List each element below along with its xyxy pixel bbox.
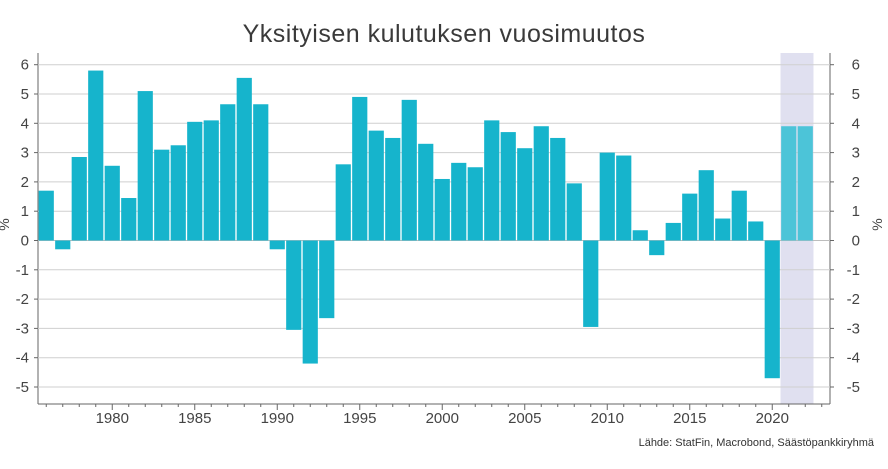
y-tick-label-right: -2 bbox=[847, 291, 860, 308]
y-tick-label-right: 6 bbox=[852, 57, 860, 74]
y-tick-label-right: 3 bbox=[852, 145, 860, 162]
bar-2007 bbox=[550, 137, 566, 241]
bar-2006 bbox=[533, 126, 549, 241]
y-tick-label-left: -2 bbox=[16, 291, 29, 308]
bar-1993 bbox=[319, 240, 335, 319]
bar-1979 bbox=[88, 70, 104, 241]
bar-2020 bbox=[764, 240, 780, 379]
bar-1994 bbox=[335, 164, 351, 241]
bar-1978 bbox=[71, 156, 87, 241]
x-tick-label-2000: 2000 bbox=[426, 410, 459, 427]
bar-1980 bbox=[104, 165, 120, 241]
y-tick-label-right: 2 bbox=[852, 174, 860, 191]
bar-1977 bbox=[55, 240, 71, 250]
bar-1983 bbox=[154, 149, 170, 241]
y-tick-label-left: 0 bbox=[21, 233, 29, 250]
bar-1997 bbox=[385, 137, 401, 241]
y-tick-label-left: 2 bbox=[21, 174, 29, 191]
bar-2002 bbox=[467, 167, 483, 241]
chart-title: Yksityisen kulutuksen vuosimuutos bbox=[242, 20, 646, 48]
bar-1996 bbox=[368, 130, 384, 241]
bar-1992 bbox=[302, 240, 318, 364]
bar-2017 bbox=[715, 218, 731, 241]
bar-1995 bbox=[352, 96, 368, 241]
bar-1990 bbox=[269, 240, 285, 250]
y-tick-label-left: -5 bbox=[16, 379, 29, 396]
bar-2015 bbox=[682, 193, 698, 241]
x-tick-label-2015: 2015 bbox=[673, 410, 706, 427]
bar-1988 bbox=[236, 77, 252, 241]
y-tick-label-right: 1 bbox=[852, 203, 860, 220]
bar-2001 bbox=[451, 162, 467, 241]
bar-2010 bbox=[599, 152, 615, 241]
y-tick-label-right: -4 bbox=[847, 350, 860, 367]
y-axis-label-right: % bbox=[869, 218, 885, 230]
bar-2022 bbox=[797, 126, 813, 241]
x-tick-label-2010: 2010 bbox=[591, 410, 624, 427]
x-tick-label-1990: 1990 bbox=[261, 410, 294, 427]
y-tick-label-left: -4 bbox=[16, 350, 29, 367]
bar-2005 bbox=[517, 148, 533, 241]
y-tick-label-right: -5 bbox=[847, 379, 860, 396]
y-tick-label-right: 5 bbox=[852, 86, 860, 103]
bar-1991 bbox=[286, 240, 302, 330]
x-tick-label-2005: 2005 bbox=[508, 410, 541, 427]
bar-2016 bbox=[698, 170, 714, 241]
bar-1981 bbox=[121, 198, 137, 241]
y-tick-label-left: 6 bbox=[21, 57, 29, 74]
bar-1982 bbox=[137, 91, 153, 241]
y-tick-label-right: -1 bbox=[847, 262, 860, 279]
x-tick-label-1980: 1980 bbox=[96, 410, 129, 427]
bar-2009 bbox=[583, 240, 599, 327]
bar-1989 bbox=[253, 104, 269, 241]
bar-1976 bbox=[38, 190, 54, 241]
bar-2011 bbox=[616, 155, 632, 241]
bar-2013 bbox=[649, 240, 665, 256]
y-tick-label-right: 4 bbox=[852, 115, 860, 132]
x-tick-label-1985: 1985 bbox=[178, 410, 211, 427]
y-tick-label-right: -3 bbox=[847, 320, 860, 337]
bar-1987 bbox=[220, 104, 236, 241]
bar-2008 bbox=[566, 183, 582, 241]
source-note: Lähde: StatFin, Macrobond, Säästöpankkir… bbox=[638, 437, 874, 449]
y-tick-label-left: 3 bbox=[21, 145, 29, 162]
y-axis-label-left: % bbox=[0, 218, 12, 230]
bar-2019 bbox=[748, 221, 764, 241]
bar-2018 bbox=[731, 190, 747, 241]
y-tick-label-left: -3 bbox=[16, 320, 29, 337]
bar-2000 bbox=[434, 178, 450, 241]
y-tick-label-left: 4 bbox=[21, 115, 29, 132]
y-tick-label-right: 0 bbox=[852, 233, 860, 250]
bar-2014 bbox=[665, 222, 681, 241]
x-tick-label-2020: 2020 bbox=[756, 410, 789, 427]
y-tick-label-left: -1 bbox=[16, 262, 29, 279]
bar-1998 bbox=[401, 99, 417, 241]
bar-1985 bbox=[187, 121, 203, 241]
y-tick-label-left: 1 bbox=[21, 203, 29, 220]
x-tick-label-1995: 1995 bbox=[343, 410, 376, 427]
bar-1986 bbox=[203, 120, 219, 241]
bar-1984 bbox=[170, 145, 186, 241]
bar-2004 bbox=[500, 132, 516, 241]
bar-1999 bbox=[418, 143, 434, 241]
bar-2021 bbox=[781, 126, 797, 241]
bar-2003 bbox=[484, 120, 500, 241]
bar-2012 bbox=[632, 230, 648, 241]
y-tick-label-left: 5 bbox=[21, 86, 29, 103]
